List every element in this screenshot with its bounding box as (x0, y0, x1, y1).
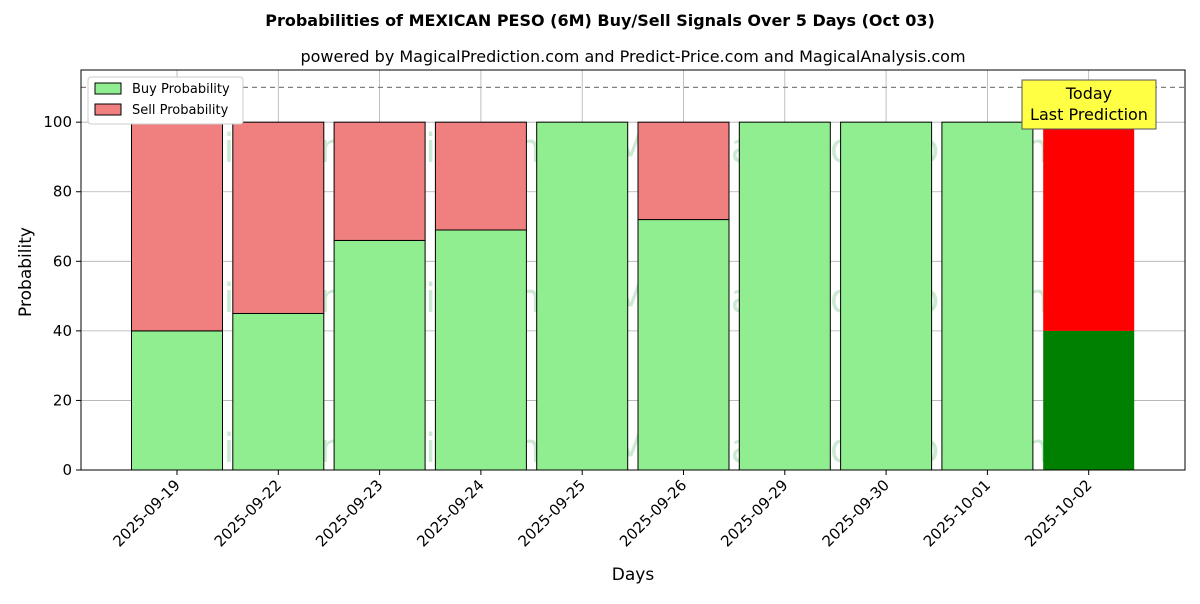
y-axis-label: Probability (16, 227, 36, 317)
x-tick-label: 2025-09-22 (211, 476, 285, 550)
buy-bar (1043, 330, 1135, 470)
buy-bar (536, 121, 629, 471)
x-tick-label: 2025-09-24 (413, 476, 487, 550)
x-tick-label: 2025-09-26 (616, 476, 690, 550)
y-tick-label: 40 (53, 322, 72, 340)
y-tick-label: 100 (43, 113, 72, 131)
chart-title: Probabilities of MEXICAN PESO (6M) Buy/S… (265, 11, 935, 30)
x-tick-label: 2025-10-02 (1021, 476, 1095, 550)
buy-bar (738, 121, 831, 471)
buy-bar (941, 121, 1034, 471)
sell-bar (232, 121, 325, 314)
buy-bar (637, 219, 730, 471)
buy-bar (434, 229, 527, 471)
x-tick-label: 2025-09-25 (515, 476, 589, 550)
sell-bar (333, 121, 426, 241)
today-annotation: Today Last Prediction (1021, 79, 1157, 130)
sell-bar (637, 121, 730, 221)
y-tick-label: 0 (62, 461, 72, 479)
buy-bar (232, 312, 325, 471)
sell-bar (434, 121, 527, 231)
legend-buy-label: Buy Probability (132, 82, 230, 97)
annotation-box (1021, 79, 1157, 130)
legend-sell-swatch (94, 103, 122, 116)
x-tick-label: 2025-09-19 (109, 476, 183, 550)
legend-sell-label: Sell Probability (132, 103, 229, 118)
plot-frame (80, 69, 1186, 471)
legend-buy-swatch (94, 82, 122, 95)
x-tick-label: 2025-10-01 (920, 476, 994, 550)
bars-layer (131, 121, 1135, 471)
x-tick-label: 2025-09-30 (819, 476, 893, 550)
annotation-line2: Last Prediction (1030, 105, 1148, 124)
sell-bar (1043, 122, 1135, 331)
buy-bar (333, 239, 426, 471)
y-tick-label: 80 (53, 183, 72, 201)
y-tick-label: 20 (53, 391, 72, 409)
buy-bar (840, 121, 933, 471)
x-axis-label: Days (612, 565, 655, 585)
annotation-line1: Today (1065, 84, 1112, 103)
x-tick-label: 2025-09-23 (312, 476, 386, 550)
legend: Buy Probability Sell Probability (87, 76, 244, 125)
legend-box (87, 76, 244, 125)
chart-subtitle: powered by MagicalPrediction.com and Pre… (300, 47, 965, 66)
x-tick-label: 2025-09-29 (717, 476, 791, 550)
buy-bar (131, 330, 223, 471)
sell-bar (131, 121, 223, 332)
y-tick-label: 60 (53, 252, 72, 270)
